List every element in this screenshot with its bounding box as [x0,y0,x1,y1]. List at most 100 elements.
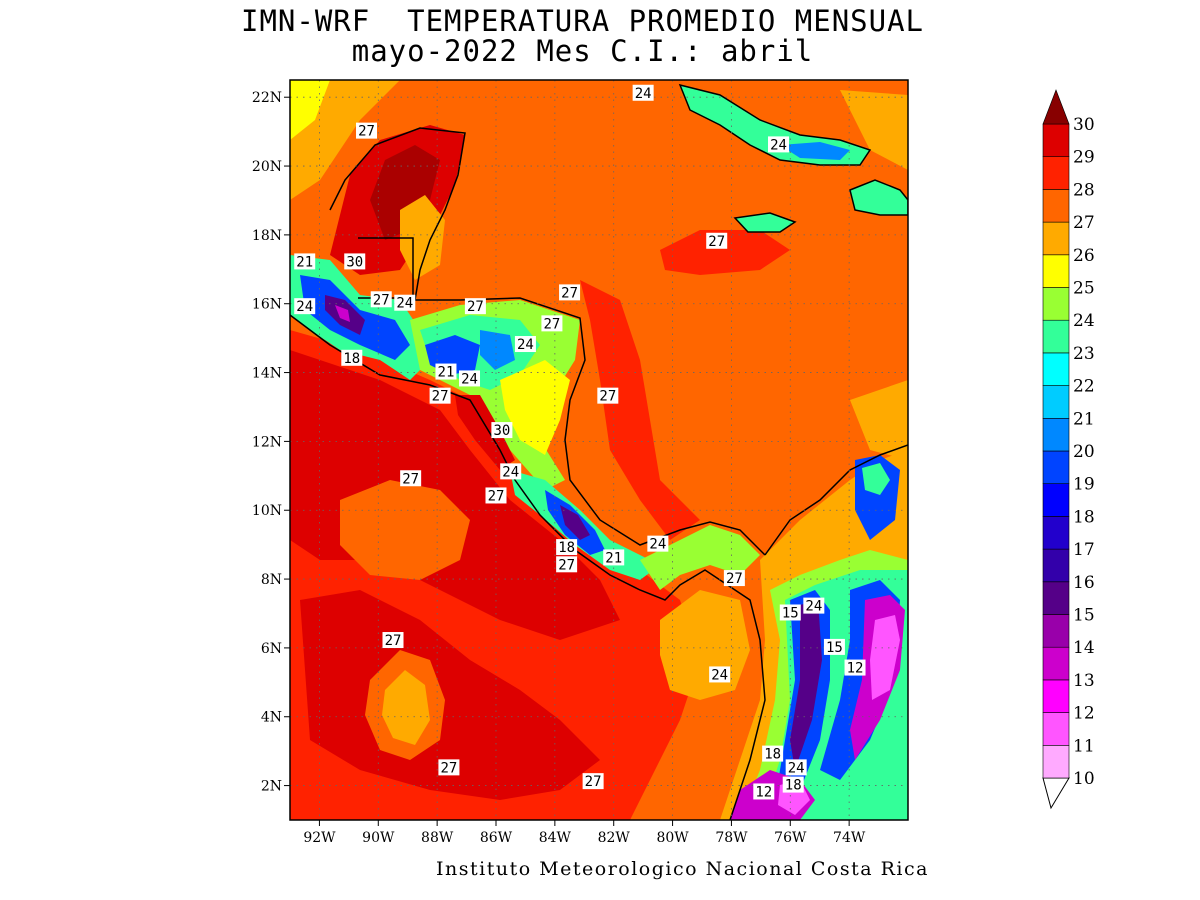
contour-label: 18 [343,351,360,367]
contour-label: 24 [461,371,478,387]
contour-label-bg [382,632,404,649]
lat-tick-label: 16N [252,297,282,313]
colorbar-swatch [1042,516,1070,550]
colorbar-label: 25 [1073,279,1095,299]
contour-label: 24 [635,86,652,102]
colombia-pacific-coast [719,579,766,820]
colorbar-label: 18 [1073,507,1095,527]
lon-tick-label: 80W [656,830,689,846]
credit-text: Instituto Meteorologico Nacional Costa R… [436,858,929,880]
colorbar-label: 30 [1073,115,1095,135]
colorbar-swatch [1042,417,1070,452]
yucatan-coast [329,127,466,301]
colorbar-swatch [1042,450,1070,485]
colombia-andes-colder [790,600,822,770]
colorbar-swatch [1042,646,1070,681]
lat-tick-label: 4N [261,710,282,726]
central-america-caribbean-coast [415,297,766,556]
colorbar-label: 22 [1073,377,1095,397]
contour-label-bg [762,745,784,762]
lat-tick-label: 20N [252,159,282,175]
lat-tick-label: 8N [261,572,282,588]
contour-label-bg [823,638,845,655]
colorbar-label: 16 [1073,573,1095,593]
contour-label-bg [723,570,745,587]
contour-label-bg [485,487,507,504]
colorbar-min-extension [1042,777,1070,810]
contour-label: 24 [396,296,413,312]
contour-label-bg [341,349,363,366]
contour-label-bg [438,759,460,776]
contour-label: 27 [358,124,375,140]
contour-label: 18 [764,747,781,763]
contour-label-bg [768,136,790,153]
contour-label: 27 [385,633,402,649]
gulf-yellow-region [290,80,330,140]
contour-label: 27 [726,571,743,587]
colorbar-label: 14 [1073,638,1095,658]
contour-label-bg [844,659,866,676]
contour-label-bg [597,387,619,404]
contour-label-bg [459,370,481,387]
contour-label-bg [429,387,451,404]
contour-label-bg [491,422,513,439]
contour-label-bg [541,315,563,332]
yucatan-hot-core [370,145,440,240]
colorbar-label: 29 [1073,148,1095,168]
colorbar-swatch [1042,712,1070,746]
contour-label: 24 [770,137,787,153]
hispaniola-land [850,180,908,215]
contour-label: 27 [467,299,484,315]
contour-label: 24 [502,464,519,480]
contour-label-bg [500,463,522,480]
contour-label-bg [782,776,804,793]
lat-tick-label: 22N [252,90,282,106]
contour-label-bg [370,291,392,308]
contour-label: 27 [543,316,560,332]
temperature-field [290,80,908,820]
contour-label: 21 [605,550,622,566]
contour-label: 27 [708,234,725,250]
colorbar-label: 23 [1073,344,1095,364]
costa-rica-cold-core [560,505,590,540]
yucatan-cool-core [400,195,445,280]
contour-label: 27 [488,488,505,504]
jamaica-land [735,213,795,232]
pacific-hot-south [300,590,600,800]
contour-label: 27 [373,292,390,308]
colorbar-label: 19 [1073,475,1095,495]
venezuela-range-core [862,463,890,495]
map-grid [290,80,908,820]
hispaniola-coast [849,179,908,216]
colorbar-swatch [1042,744,1070,779]
contour-label-bg [556,556,578,573]
lat-tick-label: 6N [261,641,282,657]
colorbar-label: 26 [1073,246,1095,266]
contour-label-bg [556,539,578,556]
contour-label: 21 [438,365,455,381]
contour-label: 30 [346,254,363,270]
colorbar-swatch [1042,548,1070,583]
map-title: IMN-WRF TEMPERATURA PROMEDIO MENSUAL [240,4,924,38]
longitude-axis: 92W 90W 88W 86W 84W 82W 80W 78W 76W 74W [303,820,866,846]
cuba-coast [678,83,872,166]
contour-label: 15 [782,605,799,621]
caribbean-warm-band [580,280,700,540]
contour-label: 24 [805,599,822,615]
contour-label: 27 [432,389,449,405]
contour-label-bg [464,298,486,315]
contour-label-bg [344,253,366,270]
nicaragua-yellow-belt [500,360,570,455]
colorbar-label: 10 [1073,769,1095,789]
contour-label: 24 [788,760,805,776]
contour-label-bg [394,294,416,311]
contour-label: 27 [440,760,457,776]
colorbar-swatch [1042,581,1070,615]
contour-label: 27 [402,471,419,487]
contour-label-bg [753,783,775,800]
cuba-east-sea-cool [840,90,908,170]
lon-tick-label: 74W [833,830,866,846]
colorbar-label: 12 [1073,704,1095,724]
contour-label: 18 [785,778,802,794]
